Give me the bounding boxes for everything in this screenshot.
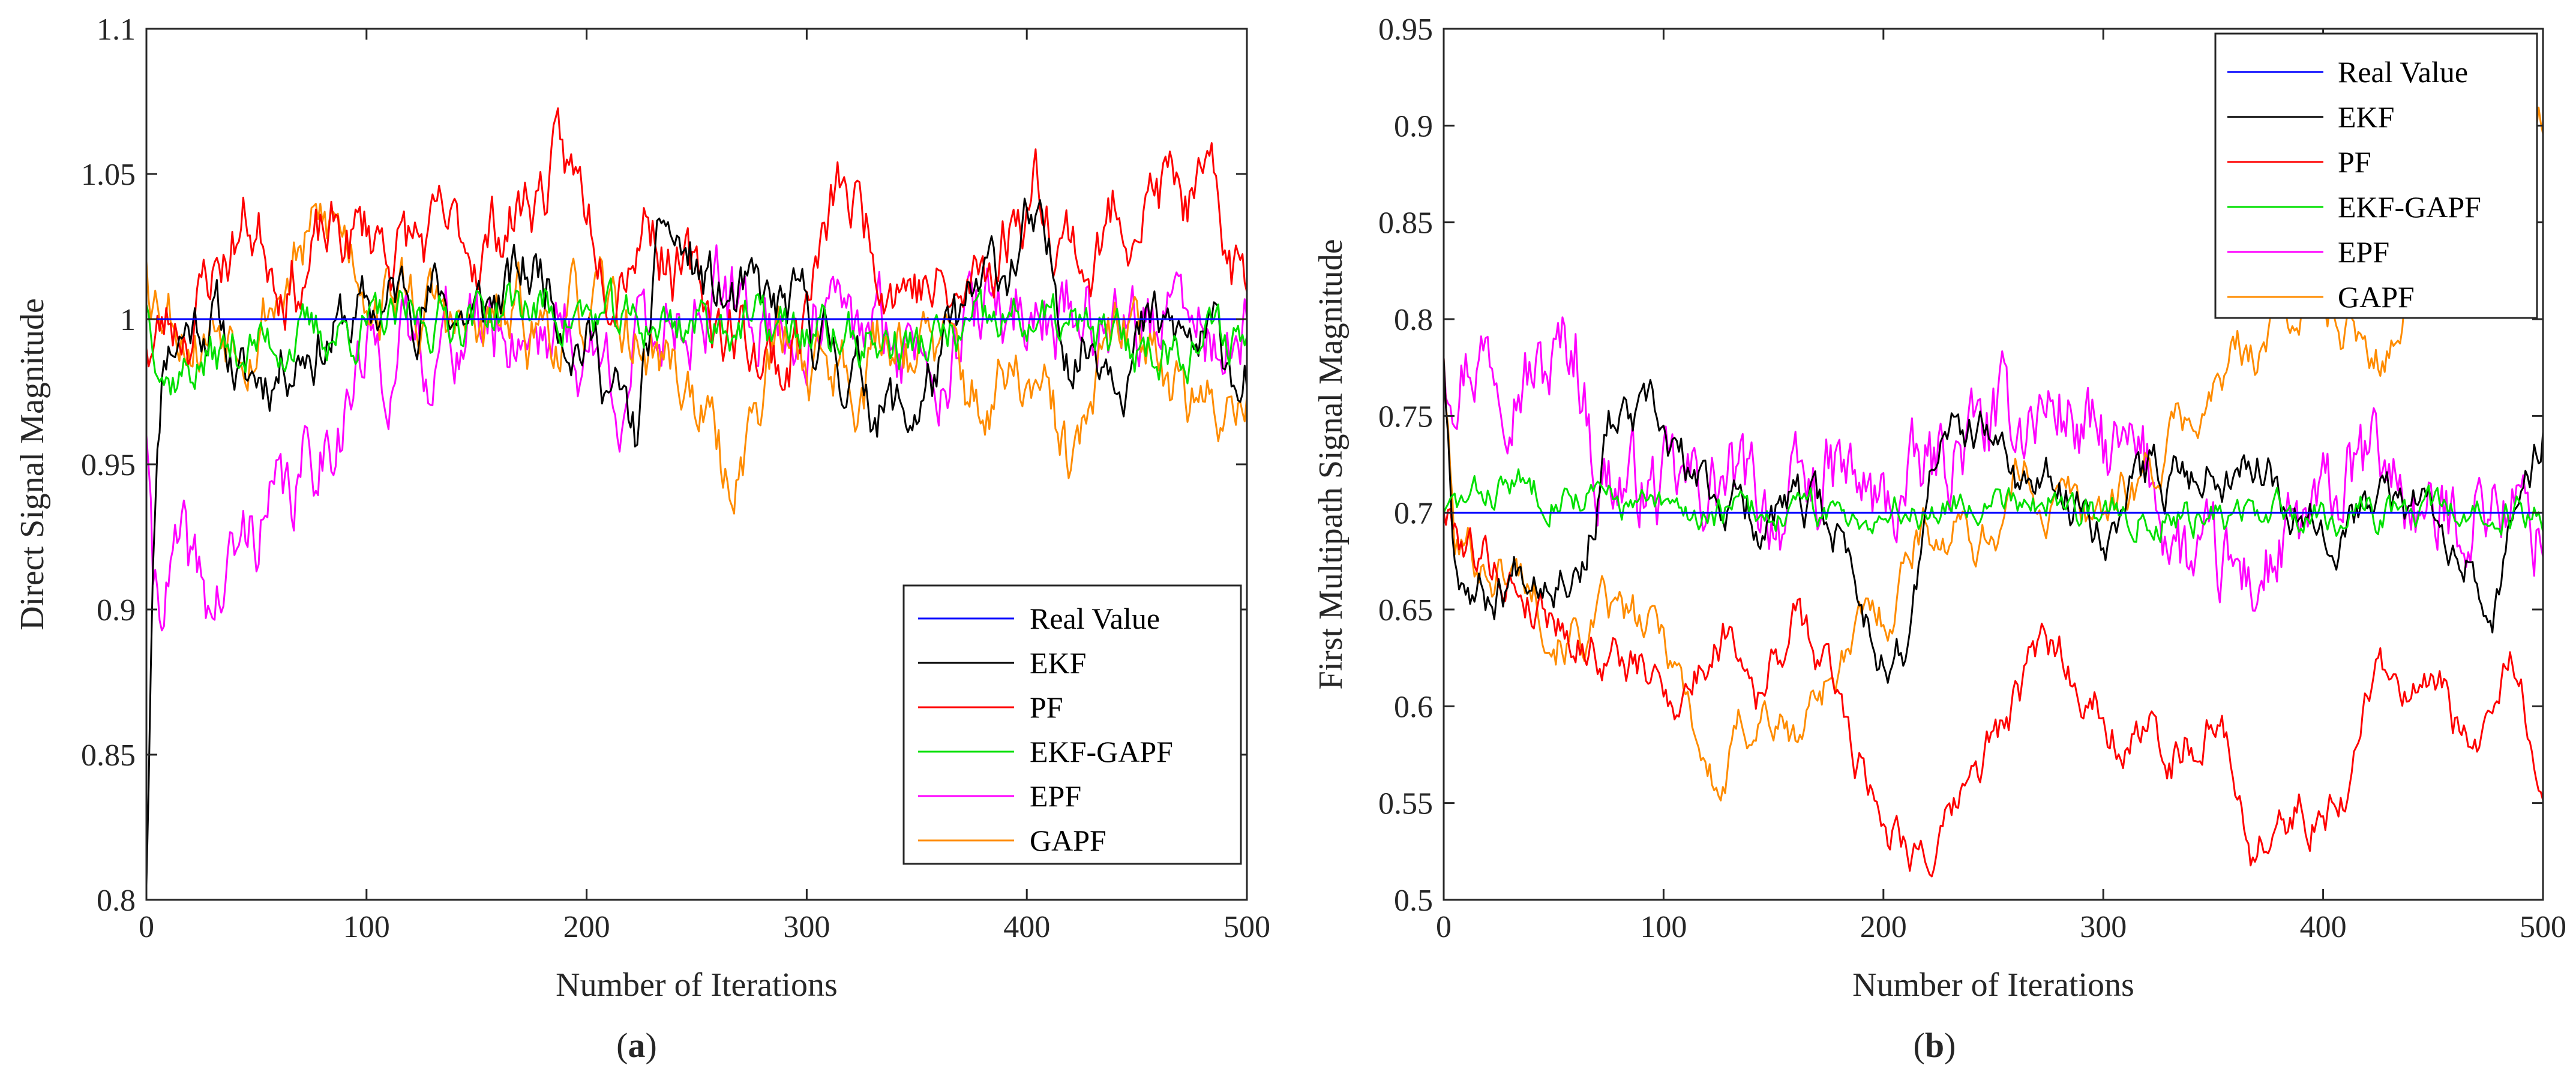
legend-label: PF: [1030, 690, 1063, 724]
y-tick-label: 0.8: [97, 884, 136, 918]
series-line-ekf: [145, 197, 1248, 885]
legend-box-b: [2214, 32, 2538, 319]
y-tick-label: 0.9: [1394, 109, 1433, 143]
y-tick-label: 0.85: [81, 738, 136, 773]
legend-label: EKF-GAPF: [2338, 190, 2481, 224]
x-tick-label: 100: [1640, 910, 1687, 944]
panel-label-open-paren: (: [616, 1026, 628, 1065]
legend-label: EPF: [1030, 779, 1081, 813]
y-tick-label: 0.65: [1378, 593, 1433, 627]
y-tick-label: 0.5: [1394, 884, 1433, 918]
legend-b: Real Value EKF PF EKF-GAPF EPF GAPF: [2214, 32, 2538, 319]
legend-label: EKF-GAPF: [1030, 735, 1173, 768]
x-tick-labels-a: 0 100 200 300 400 500: [139, 910, 1270, 944]
panel-b: 0 100 200 300 400 500 0.5 0.55 0.6 0.65 …: [1312, 13, 2566, 1065]
legend-label: Real Value: [1030, 602, 1160, 635]
panel-a: 0 100 200 300 400 500 0.8 0.85 0.9 0.95 …: [14, 13, 1270, 1065]
panel-label-letter: b: [1925, 1026, 1944, 1065]
y-tick-label: 0.7: [1394, 497, 1433, 531]
x-tick-label: 100: [343, 910, 390, 944]
y-tick-label: 1.1: [97, 13, 136, 47]
y-tick-labels-b: 0.5 0.55 0.6 0.65 0.7 0.75 0.8 0.85 0.9 …: [1378, 13, 1433, 918]
y-tick-label: 0.75: [1378, 400, 1433, 434]
series-line-ekf-gapf: [1443, 468, 2544, 543]
x-tick-label: 500: [2520, 910, 2566, 944]
series-line-pf: [1443, 508, 2544, 878]
panel-label-a: (a): [616, 1026, 657, 1065]
x-tick-label: 0: [1436, 910, 1452, 944]
legend-label: Real Value: [2338, 55, 2468, 89]
y-tick-label: 0.85: [1378, 206, 1433, 241]
series-line-epf: [1443, 316, 2544, 612]
x-tick-label: 300: [2080, 910, 2127, 944]
legend-box-a: [902, 584, 1242, 865]
x-tick-label: 400: [2300, 910, 2347, 944]
legend-label: PF: [2338, 145, 2371, 179]
axes-box-b: [1443, 28, 2544, 901]
x-tick-label: 300: [783, 910, 830, 944]
y-axis-label-a: Direct Signal Magnitude: [14, 298, 51, 630]
x-axis-label-a: Number of Iterations: [556, 966, 838, 1004]
legend-label: GAPF: [2338, 280, 2415, 314]
panel-label-open-paren: (: [1914, 1026, 1925, 1065]
y-tick-label: 1: [120, 303, 136, 337]
y-tick-label: 0.8: [1394, 303, 1433, 337]
legend-label: EKF: [2338, 100, 2394, 134]
series-line-ekf-gapf: [145, 277, 1248, 396]
y-tick-label: 1.05: [81, 158, 136, 192]
y-tick-label: 0.55: [1378, 787, 1433, 821]
panel-label-b: (b): [1914, 1026, 1956, 1065]
y-tick-labels-a: 0.8 0.85 0.9 0.95 1 1.05 1.1: [81, 13, 136, 918]
panel-label-close-paren: ): [1944, 1026, 1956, 1065]
x-tick-label: 200: [1860, 910, 1907, 944]
y-tick-label: 0.95: [1378, 13, 1433, 47]
y-tick-label: 0.95: [81, 448, 136, 482]
legend-a: Real Value EKF PF EKF-GAPF EPF GAPF: [902, 584, 1242, 865]
series-group-a: [145, 107, 1248, 885]
series-line-ekf: [1443, 358, 2544, 684]
x-tick-label: 200: [563, 910, 610, 944]
legend-label: EKF: [1030, 646, 1086, 680]
legend-label: EPF: [2338, 235, 2389, 269]
y-axis-label-b: First Multipath Signal Magnitude: [1312, 239, 1350, 689]
series-line-pf: [145, 107, 1248, 391]
x-tick-label: 500: [1223, 910, 1270, 944]
ticks-b: [1443, 28, 2544, 901]
x-tick-label: 0: [139, 910, 154, 944]
x-tick-label: 400: [1003, 910, 1050, 944]
y-tick-label: 0.9: [97, 593, 136, 627]
panel-label-close-paren: ): [646, 1026, 657, 1065]
y-tick-label: 0.6: [1394, 690, 1433, 724]
x-axis-label-b: Number of Iterations: [1852, 966, 2134, 1004]
series-group-b: [1443, 104, 2544, 878]
series-line-gapf: [1443, 104, 2544, 801]
legend-label: GAPF: [1030, 824, 1106, 857]
x-tick-labels-b: 0 100 200 300 400 500: [1436, 910, 2566, 944]
panel-label-letter: a: [628, 1026, 646, 1065]
